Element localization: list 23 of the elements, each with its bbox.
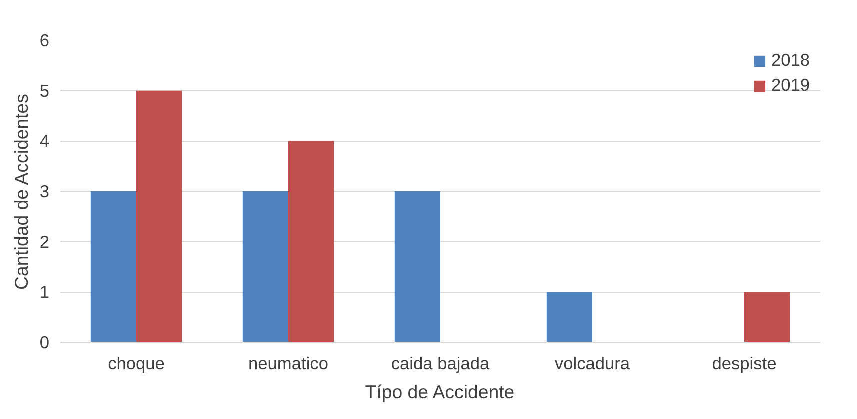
x-tick-label: neumatico <box>248 354 328 374</box>
bar <box>90 192 136 342</box>
x-tick-label: despiste <box>712 354 777 374</box>
x-tick-label: caida bajada <box>391 354 490 374</box>
bar <box>546 292 592 342</box>
y-tick-label: 3 <box>40 182 50 202</box>
y-axis-title: Cantidad de Accidentes <box>10 94 32 290</box>
y-tick-label: 4 <box>40 131 50 152</box>
y-tick-label: 5 <box>40 80 50 101</box>
y-tick-label: 1 <box>40 282 50 302</box>
x-tick-label: choque <box>108 354 165 374</box>
bar <box>744 292 790 342</box>
bar <box>288 141 334 342</box>
y-tick-label: 0 <box>40 332 50 352</box>
x-axis-title: Típo de Accidente <box>365 382 515 402</box>
legend-label: 2018 <box>771 50 810 71</box>
bar <box>136 90 182 342</box>
bar <box>242 192 288 342</box>
y-tick-label: 6 <box>40 30 50 50</box>
bar <box>394 192 440 342</box>
y-tick-label: 2 <box>40 232 50 252</box>
x-tick-label: volcadura <box>554 354 630 374</box>
legend-label: 2019 <box>771 75 810 96</box>
